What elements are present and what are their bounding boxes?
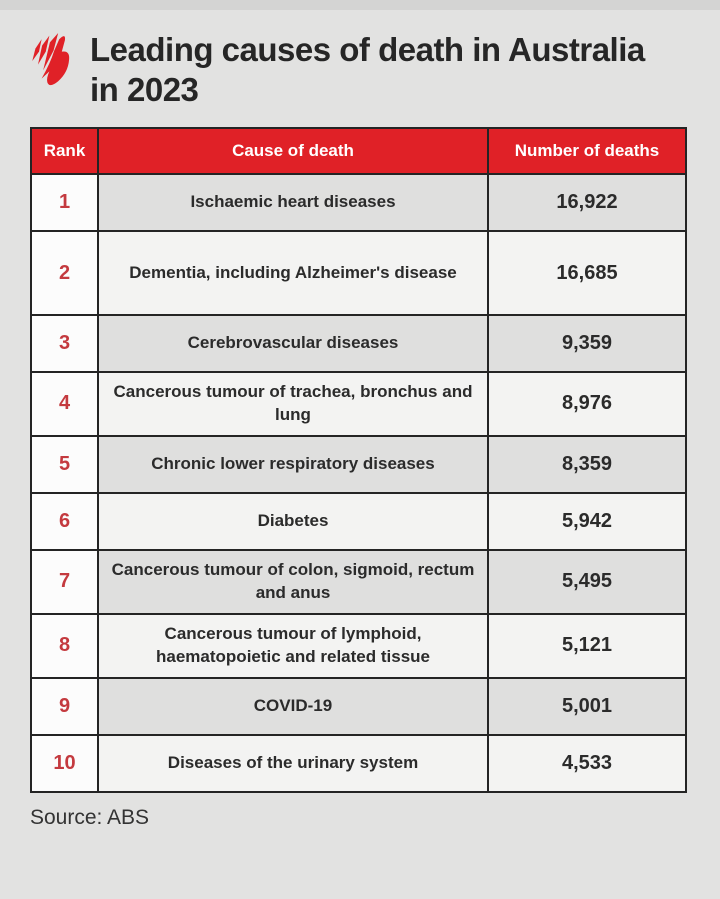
deaths-cell: 8,976 — [487, 371, 687, 437]
rank-cell: 1 — [30, 173, 99, 232]
column-header-rank: Rank — [30, 127, 99, 175]
source-attribution: Source: ABS — [30, 805, 150, 829]
table-row: 1 Ischaemic heart diseases 16,922 — [30, 173, 687, 232]
deaths-cell: 8,359 — [487, 434, 687, 494]
table-row: 4 Cancerous tumour of trachea, bronchus … — [30, 371, 687, 437]
cause-cell: COVID-19 — [97, 676, 489, 736]
table-header: Rank Cause of death Number of deaths — [30, 127, 687, 175]
column-header-cause: Cause of death — [97, 127, 489, 175]
table-header-row: Rank Cause of death Number of deaths — [30, 127, 687, 175]
table-row: 7 Cancerous tumour of colon, sigmoid, re… — [30, 548, 687, 615]
rank-cell: 2 — [30, 230, 99, 316]
table-row: 6 Diabetes 5,942 — [30, 491, 687, 551]
table-row: 10 Diseases of the urinary system 4,533 — [30, 733, 687, 793]
table-body: 1 Ischaemic heart diseases 16,922 2 Deme… — [30, 173, 687, 793]
deaths-cell: 5,121 — [487, 612, 687, 679]
rank-cell: 4 — [30, 371, 99, 437]
table-row: 3 Cerebrovascular diseases 9,359 — [30, 314, 687, 373]
cause-cell: Dementia, including Alzheimer's disease — [97, 230, 489, 316]
deaths-cell: 5,942 — [487, 491, 687, 551]
cause-cell: Cerebrovascular diseases — [97, 314, 489, 373]
deaths-cell: 16,685 — [487, 230, 687, 316]
sbs-mercury-logo-icon — [32, 33, 70, 86]
cause-cell: Diabetes — [97, 491, 489, 551]
column-header-deaths: Number of deaths — [487, 127, 687, 175]
table-row: 9 COVID-19 5,001 — [30, 676, 687, 736]
deaths-cell: 9,359 — [487, 314, 687, 373]
rank-cell: 3 — [30, 314, 99, 373]
cause-cell: Diseases of the urinary system — [97, 733, 489, 793]
deaths-cell: 5,495 — [487, 548, 687, 615]
table-row: 2 Dementia, including Alzheimer's diseas… — [30, 230, 687, 316]
cause-cell: Cancerous tumour of trachea, bronchus an… — [97, 371, 489, 437]
rank-cell: 8 — [30, 612, 99, 679]
rank-cell: 9 — [30, 676, 99, 736]
cause-cell: Cancerous tumour of colon, sigmoid, rect… — [97, 548, 489, 615]
cause-cell: Ischaemic heart diseases — [97, 173, 489, 232]
deaths-cell: 16,922 — [487, 173, 687, 232]
deaths-cell: 5,001 — [487, 676, 687, 736]
rank-cell: 7 — [30, 548, 99, 615]
cause-cell: Cancerous tumour of lymphoid, haematopoi… — [97, 612, 489, 679]
leading-causes-table: Rank Cause of death Number of deaths 1 I… — [30, 127, 687, 793]
top-edge-strip — [0, 0, 720, 10]
deaths-cell: 4,533 — [487, 733, 687, 793]
table-row: 8 Cancerous tumour of lymphoid, haematop… — [30, 612, 687, 679]
rank-cell: 10 — [30, 733, 99, 793]
table-row: 5 Chronic lower respiratory diseases 8,3… — [30, 434, 687, 494]
cause-cell: Chronic lower respiratory diseases — [97, 434, 489, 494]
rank-cell: 5 — [30, 434, 99, 494]
infographic-header: Leading causes of death in Australia in … — [0, 0, 720, 110]
rank-cell: 6 — [30, 491, 99, 551]
page-title: Leading causes of death in Australia in … — [90, 31, 645, 108]
